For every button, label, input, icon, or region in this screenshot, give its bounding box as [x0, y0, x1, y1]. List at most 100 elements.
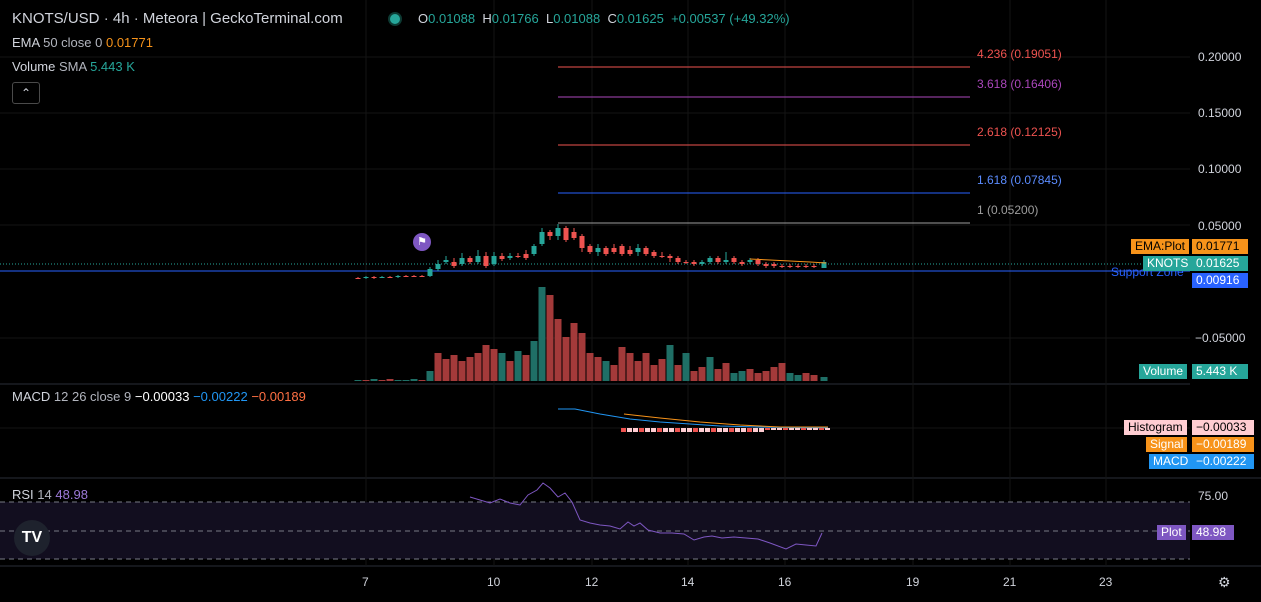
symbol-name[interactable]: KNOTS/USD	[12, 10, 100, 27]
candle-body	[499, 256, 505, 259]
rsi-tick: 75.00	[1198, 489, 1229, 503]
volume-bar	[626, 353, 634, 381]
volume-bar	[738, 371, 746, 381]
price-tick: 0.10000	[1198, 162, 1242, 176]
time-tick: 16	[778, 575, 792, 589]
ema-legend[interactable]: EMA 50 close 0 0.01771	[12, 35, 153, 50]
tradingview-logo[interactable]: TV	[14, 520, 50, 556]
volume-tag-value: 5.443 K	[1192, 364, 1248, 379]
rsi-params: 14	[37, 487, 52, 502]
low-value: 0.01088	[553, 11, 601, 26]
macd-hist-value: −0.00033	[134, 389, 190, 404]
volume-bar	[618, 347, 626, 381]
vertical-gridlines	[365, 0, 1107, 566]
macd-hist-bar	[825, 428, 830, 430]
volume-bar	[450, 355, 458, 381]
macd-hist-bar	[627, 428, 632, 432]
change-value: +0.00537 (+49.32%)	[671, 11, 790, 26]
volume-bar	[642, 353, 650, 381]
candle-body	[403, 276, 409, 277]
collapse-legend-button[interactable]: ⌃	[12, 82, 40, 104]
volume-bar	[730, 373, 738, 381]
candle-body	[419, 276, 425, 277]
candle-body	[667, 256, 673, 258]
candle-body	[507, 256, 513, 258]
ema-value: 0.01771	[105, 35, 153, 50]
macd-hist-bar	[711, 428, 716, 432]
candle-body	[395, 276, 401, 277]
macd-hist-bar	[687, 428, 692, 432]
macd-hist-bar	[729, 428, 734, 432]
time-tick: 21	[1003, 575, 1017, 589]
ema-params: 50 close 0	[43, 35, 103, 50]
candle-body	[723, 260, 729, 262]
volume-bar	[418, 380, 426, 381]
candle-body	[387, 277, 393, 278]
volume-bar	[658, 359, 666, 381]
macd-hist-bar	[771, 428, 776, 430]
volume-bar	[666, 345, 674, 381]
volume-bar	[482, 345, 490, 381]
chart-header: KNOTS/USD · 4h · Meteora | GeckoTerminal…	[12, 10, 343, 27]
rsi-name: RSI	[12, 487, 34, 502]
low-label: L	[545, 11, 554, 26]
close-value: 0.01625	[616, 11, 664, 26]
macd-hist-bar	[741, 428, 746, 432]
candle-body	[515, 256, 521, 257]
volume-bar	[770, 367, 778, 381]
candle-body	[587, 246, 593, 252]
candle-body	[611, 248, 617, 252]
macd-line	[558, 408, 828, 429]
rsi-tag-value: 48.98	[1192, 525, 1234, 540]
macd-hist-bar	[651, 428, 656, 432]
rsi-legend[interactable]: RSI 14 48.98	[12, 487, 88, 502]
volume-bar	[610, 365, 618, 381]
market-status-icon[interactable]	[388, 12, 402, 26]
macd-hist-bar	[759, 428, 764, 432]
macd-hist-bar	[747, 428, 752, 432]
candle-body	[795, 266, 801, 267]
price-tag-value: 0.01625	[1192, 256, 1248, 271]
event-marker-icon[interactable]: ⚑	[413, 233, 431, 251]
candle-body	[683, 262, 689, 263]
volume-bar	[458, 361, 466, 381]
horizontal-gridlines	[0, 56, 1190, 429]
candle-body	[563, 228, 569, 240]
macd-params: 12 26 close 9	[53, 389, 132, 404]
time-tick: 14	[681, 575, 695, 589]
exchange-label: Meteora | GeckoTerminal.com	[142, 10, 343, 27]
volume-bar	[378, 380, 386, 381]
interval-label[interactable]: 4h	[112, 10, 130, 27]
macd-hist-bar	[789, 428, 794, 430]
volume-bar	[722, 363, 730, 381]
candle-body	[427, 269, 433, 276]
macd-hist-bar	[723, 428, 728, 432]
support-tag-value: 0.00916	[1192, 273, 1248, 288]
candle-body	[371, 277, 377, 278]
volume-bar	[546, 295, 554, 381]
volume-bar	[426, 371, 434, 381]
volume-bar	[490, 349, 498, 381]
high-label: H	[482, 11, 492, 26]
volume-legend[interactable]: Volume SMA 5.443 K	[12, 59, 135, 74]
macd-hist-bar	[693, 428, 698, 432]
ema-line	[749, 258, 827, 264]
macd-hist-bar	[765, 428, 770, 430]
macd-name: MACD	[12, 389, 51, 404]
fib-label-4236: 4.236 (0.19051)	[977, 47, 1062, 61]
volume-bar	[778, 363, 786, 381]
candle-body	[779, 266, 785, 267]
candle-body	[483, 256, 489, 266]
price-tag-label: KNOTS	[1143, 256, 1193, 271]
macd-hist-bar	[675, 428, 680, 432]
volume-bar	[410, 379, 418, 381]
gear-icon[interactable]: ⚙	[1218, 574, 1231, 590]
time-tick: 10	[487, 575, 501, 589]
macd-histogram	[621, 428, 830, 432]
candle-body	[603, 248, 609, 254]
volume-bar	[820, 377, 828, 381]
candle-body	[555, 228, 561, 236]
macd-legend[interactable]: MACD 12 26 close 9 −0.00033 −0.00222 −0.…	[12, 389, 306, 404]
histogram-tag-value: −0.00033	[1192, 420, 1254, 435]
